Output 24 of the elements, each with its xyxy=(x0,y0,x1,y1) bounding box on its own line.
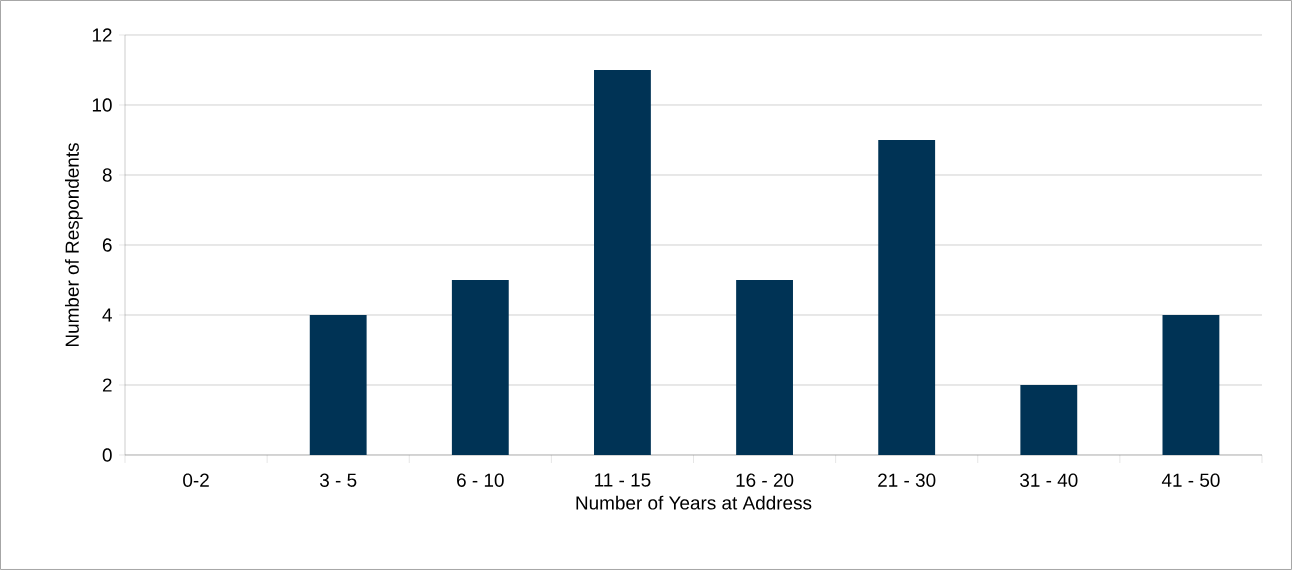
bar xyxy=(309,314,367,455)
x-tick-label: 21 - 30 xyxy=(878,473,936,487)
y-tick-label: 6 xyxy=(102,238,112,252)
y-tick-label: 4 xyxy=(102,308,112,322)
x-tick-label: 6 - 10 xyxy=(457,473,504,487)
bar xyxy=(1020,384,1078,455)
y-tick-label: 0 xyxy=(102,448,112,462)
y-tick-label: 2 xyxy=(102,378,112,392)
x-tick-label: 41 - 50 xyxy=(1161,473,1220,487)
bar xyxy=(1162,314,1220,455)
y-tick-label: 8 xyxy=(102,168,112,182)
bar xyxy=(451,279,509,455)
x-tick-label: 0-2 xyxy=(183,473,209,487)
bar xyxy=(878,139,936,455)
x-tick-label: 16 - 20 xyxy=(736,473,794,487)
y-axis-title: Number of Respondents xyxy=(64,143,83,347)
y-tick-label: 10 xyxy=(92,98,112,112)
x-tick-label: 3 - 5 xyxy=(319,473,357,487)
bar xyxy=(594,69,651,455)
y-tick-label: 12 xyxy=(92,28,112,42)
x-tick-label: 11 - 15 xyxy=(595,473,651,487)
x-tick-label: 31 - 40 xyxy=(1020,473,1078,487)
bar xyxy=(736,279,793,455)
x-axis-title: Number of Years at Address xyxy=(576,495,812,510)
